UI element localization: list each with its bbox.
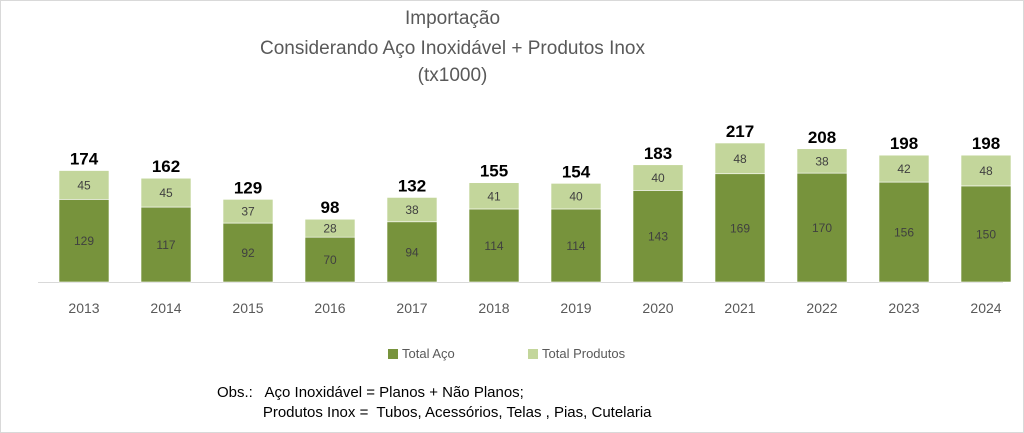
- bar-total-aco-2019: [550, 208, 602, 283]
- bar-total-produtos-2023: [878, 154, 930, 183]
- bar-total-produtos-2021: [714, 142, 766, 175]
- x-tick-label-2016: 2016: [314, 300, 345, 316]
- legend: Total Aço Total Produtos: [0, 346, 1024, 366]
- x-tick-label-2019: 2019: [560, 300, 591, 316]
- note-line-2: Produtos Inox = Tubos, Acessórios, Telas…: [217, 404, 652, 421]
- total-label-2019: 154: [562, 162, 591, 181]
- data-label-total-aco-2018: 114: [484, 239, 503, 253]
- total-label-2015: 129: [234, 178, 262, 197]
- data-label-total-aco-2014: 117: [156, 238, 175, 252]
- bar-total-aco-2017: [386, 221, 438, 283]
- data-label-total-aco-2024: 150: [976, 227, 996, 241]
- legend-item-total-produtos: Total Produtos: [528, 346, 625, 361]
- bar-total-aco-2024: [960, 185, 1012, 283]
- data-label-total-aco-2015: 92: [241, 246, 255, 260]
- data-label-total-aco-2022: 170: [812, 221, 832, 235]
- chart-title: Importação: [404, 8, 501, 29]
- data-label-total-produtos-2023: 42: [897, 162, 911, 176]
- bar-total-produtos-2022: [796, 148, 848, 174]
- data-label-total-aco-2016: 70: [323, 253, 337, 267]
- total-label-2024: 198: [972, 134, 1000, 153]
- x-tick-label-2014: 2014: [150, 300, 181, 316]
- bar-total-produtos-2018: [468, 182, 520, 210]
- bar-total-aco-2021: [714, 173, 766, 283]
- data-label-total-aco-2019: 114: [566, 239, 585, 253]
- bar-total-aco-2015: [222, 222, 274, 283]
- legend-label-total-produtos: Total Produtos: [542, 346, 626, 361]
- data-label-total-aco-2013: 129: [74, 234, 94, 248]
- bar-total-aco-2013: [58, 199, 110, 283]
- total-label-2018: 155: [480, 162, 508, 181]
- data-label-total-produtos-2016: 28: [323, 222, 337, 236]
- x-tick-label-2023: 2023: [888, 300, 919, 316]
- data-label-total-aco-2017: 94: [405, 245, 419, 259]
- total-label-2021: 217: [726, 122, 754, 141]
- data-label-total-produtos-2024: 48: [979, 164, 993, 178]
- total-label-2017: 132: [398, 176, 426, 195]
- bar-total-produtos-2015: [222, 199, 274, 224]
- data-label-total-aco-2023: 156: [894, 226, 914, 240]
- bar-total-produtos-2014: [140, 177, 192, 208]
- x-tick-label-2013: 2013: [68, 300, 99, 316]
- legend-swatch-total-produtos: [528, 348, 538, 359]
- bar-total-aco-2020: [632, 190, 684, 283]
- bar-total-produtos-2019: [550, 183, 602, 210]
- x-tick-label-2024: 2024: [970, 300, 1001, 316]
- total-label-2016: 98: [321, 198, 340, 217]
- x-tick-label-2021: 2021: [724, 300, 755, 316]
- data-label-total-aco-2020: 143: [648, 230, 668, 244]
- x-tick-label-2015: 2015: [232, 300, 263, 316]
- legend-item-total-aco: Total Aço: [388, 346, 455, 361]
- data-label-total-aco-2021: 169: [730, 221, 750, 235]
- legend-swatch-total-aco: [388, 348, 398, 359]
- data-label-total-produtos-2019: 40: [569, 190, 583, 204]
- bar-total-produtos-2020: [632, 164, 684, 191]
- bar-total-aco-2018: [468, 208, 520, 283]
- x-tick-label-2017: 2017: [396, 300, 427, 316]
- bar-total-produtos-2017: [386, 197, 438, 223]
- data-label-total-produtos-2018: 41: [487, 189, 501, 203]
- data-label-total-produtos-2013: 45: [77, 178, 91, 192]
- chart-subtitle: Considerando Aço Inoxidável + Produtos I…: [259, 38, 645, 59]
- data-label-total-produtos-2021: 48: [733, 152, 747, 166]
- legend-label-total-aco: Total Aço: [402, 346, 455, 361]
- bar-total-aco-2023: [878, 181, 930, 283]
- total-label-2023: 198: [890, 134, 918, 153]
- total-label-2013: 174: [70, 150, 99, 169]
- data-label-total-produtos-2014: 45: [159, 186, 173, 200]
- notes: Obs.: Aço Inoxidável = Planos + Não Plan…: [217, 383, 652, 423]
- chart-unit: (tx1000): [417, 65, 488, 86]
- x-tick-label-2022: 2022: [806, 300, 837, 316]
- x-tick-label-2018: 2018: [478, 300, 509, 316]
- total-label-2014: 162: [152, 157, 180, 176]
- data-label-total-produtos-2022: 38: [815, 154, 829, 168]
- total-label-2020: 183: [644, 144, 672, 163]
- bar-total-aco-2022: [796, 172, 848, 283]
- data-label-total-produtos-2015: 37: [241, 205, 255, 219]
- data-label-total-produtos-2017: 38: [405, 203, 419, 217]
- total-label-2022: 208: [808, 128, 836, 147]
- x-tick-label-2020: 2020: [642, 300, 673, 316]
- bar-total-produtos-2013: [58, 170, 110, 200]
- bar-total-produtos-2016: [304, 218, 356, 238]
- data-label-total-produtos-2020: 40: [651, 171, 665, 185]
- note-line-1: Obs.: Aço Inoxidável = Planos + Não Plan…: [217, 384, 524, 401]
- bar-total-produtos-2024: [960, 154, 1012, 187]
